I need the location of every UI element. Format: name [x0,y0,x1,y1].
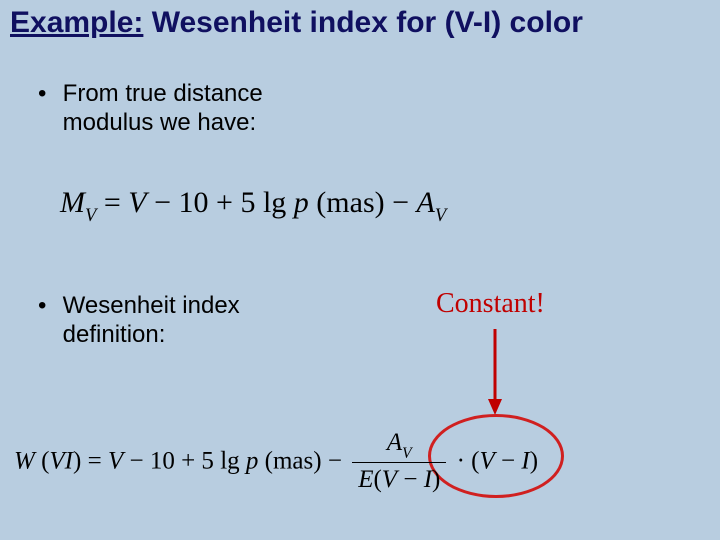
f1-eq: = [96,186,128,219]
f2-close4: ) [530,447,538,474]
f2-VI: VI [49,447,73,474]
f1-M: M [60,186,85,219]
f2-fraction: AVE(V − I) [352,430,446,492]
f2-Vd: V [382,466,397,493]
f2-lg: lg [220,447,239,474]
f1-minus10: − 10 + 5 [147,186,263,219]
bullet-marker: • [38,80,56,109]
formula-1: MV = V − 10 + 5 lg p (mas) − AV [60,186,446,225]
bullet-2: • Wesenheit index definition: [38,292,240,350]
bullet-1-line-1: From true distance [63,80,263,107]
f2-Ic: I [521,447,529,474]
arrow-down-icon [480,325,510,419]
f2-minus10: − 10 + 5 [123,447,220,474]
f2-Vc: V [480,447,495,474]
f2-A: A [387,429,402,456]
f2-V: V [108,447,123,474]
f2-AVsub: V [402,445,411,462]
f2-open3: ( [373,466,381,493]
bullet-2-line-1: Wesenheit index [63,292,240,319]
f2-close1: ) = [73,447,108,474]
f2-close3: ) [432,466,440,493]
f2-close2: ) − [313,447,348,474]
f2-open2: ( [258,447,273,474]
f2-mas: mas [273,447,313,474]
f2-minus: − [397,466,424,493]
f2-minus2: − [495,447,522,474]
f2-Id: I [424,466,432,493]
title-prefix: Example: [10,6,143,39]
f1-Vsub: V [85,205,96,226]
f1-AVsub: V [435,205,446,226]
f2-cdot: · ( [450,447,479,474]
bullet-1: • From true distance modulus we have: [38,80,263,138]
f2-E: E [358,466,373,493]
slide: Example: Wesenheit index for (V-I) color… [0,0,720,540]
f2-num: AV [352,430,446,463]
f2-W: W [14,447,35,474]
slide-title: Example: Wesenheit index for (V-I) color [10,6,583,40]
f2-open1: ( [35,447,50,474]
bullet-1-line-2: modulus we have: [63,109,256,136]
f1-lg: lg [263,186,286,219]
title-rest: Wesenheit index for (V-I) color [143,6,583,39]
f1-p: p [294,186,309,219]
f2-p: p [246,447,259,474]
f1-mas: mas [326,186,374,219]
f1-V: V [128,186,146,219]
constant-label: Constant! [436,288,545,320]
formula-2: W (VI) = V − 10 + 5 lg p (mas) − AVE(V −… [14,432,538,494]
f2-den: E(V − I) [352,463,446,492]
f1-open: ( [309,186,327,219]
f1-A: A [417,186,435,219]
bullet-marker: • [38,292,56,321]
bullet-1-text: From true distance modulus we have: [63,80,263,138]
f1-sp [286,186,294,219]
bullet-2-line-2: definition: [63,321,166,348]
bullet-2-text: Wesenheit index definition: [63,292,240,350]
f1-close: ) − [375,186,417,219]
